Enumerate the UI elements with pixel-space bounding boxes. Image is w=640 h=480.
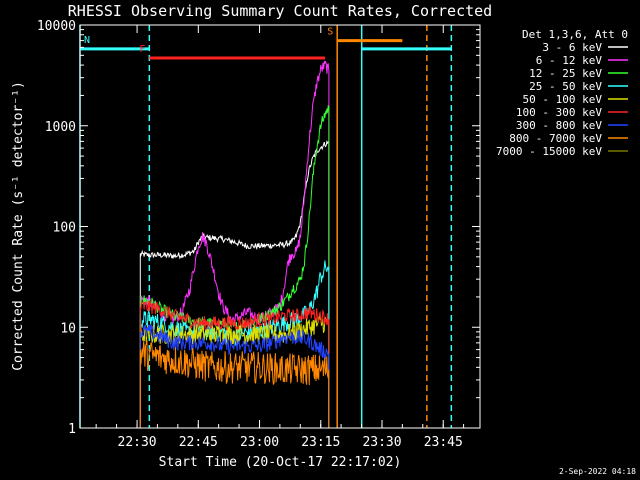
plot-area: N F S bbox=[79, 25, 453, 428]
legend-entry-label: 300 - 800 keV bbox=[516, 119, 602, 132]
x-axis: 22:30 22:45 23:00 23:15 23:30 23:45 bbox=[95, 25, 465, 450]
y-tick-label: 100 bbox=[53, 221, 76, 236]
chart-title: RHESSI Observing Summary Count Rates, Co… bbox=[68, 2, 492, 20]
x-tick-label: 23:45 bbox=[424, 435, 463, 450]
y-axis: 1 10 100 1000 10000 bbox=[37, 19, 480, 437]
legend-entry-label: 3 - 6 keV bbox=[542, 41, 602, 54]
y-tick-label: 10000 bbox=[37, 19, 76, 34]
y-tick-label: 1000 bbox=[45, 120, 76, 135]
flag-label: N bbox=[84, 35, 90, 46]
legend-entry-label: 12 - 25 keV bbox=[529, 67, 602, 80]
y-axis-label: Corrected Count Rate (s⁻¹ detector⁻¹) bbox=[11, 81, 26, 371]
legend-entry-label: 800 - 7000 keV bbox=[509, 132, 602, 145]
footer-date: 2-Sep-2022 04:18 bbox=[559, 467, 636, 476]
legend-entry-label: 100 - 300 keV bbox=[516, 106, 602, 119]
legend-header: Det 1,3,6, Att 0 bbox=[522, 28, 628, 41]
legend-entry-label: 50 - 100 keV bbox=[523, 93, 603, 106]
legend-entry-label: 25 - 50 keV bbox=[529, 80, 602, 93]
legend-entry-label: 7000 - 15000 keV bbox=[496, 145, 602, 158]
series-line bbox=[139, 339, 330, 428]
x-tick-label: 23:15 bbox=[301, 435, 340, 450]
flag-label: S bbox=[327, 27, 333, 38]
legend-entry-label: 6 - 12 keV bbox=[536, 54, 603, 67]
series-line bbox=[139, 139, 330, 428]
flag-label: F bbox=[139, 44, 145, 55]
x-tick-label: 22:30 bbox=[118, 435, 157, 450]
x-tick-label: 22:45 bbox=[179, 435, 218, 450]
y-tick-label: 10 bbox=[60, 321, 76, 336]
x-axis-label: Start Time (20-Oct-17 22:17:02) bbox=[159, 455, 402, 470]
series-line bbox=[139, 324, 330, 428]
x-tick-label: 23:30 bbox=[362, 435, 401, 450]
y-tick-label: 1 bbox=[68, 422, 76, 437]
series-line bbox=[139, 314, 330, 428]
series-line bbox=[139, 299, 330, 428]
x-tick-label: 23:00 bbox=[240, 435, 279, 450]
